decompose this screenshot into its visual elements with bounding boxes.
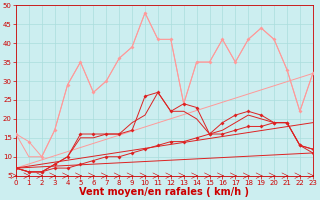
X-axis label: Vent moyen/en rafales ( km/h ): Vent moyen/en rafales ( km/h ) [79, 187, 249, 197]
